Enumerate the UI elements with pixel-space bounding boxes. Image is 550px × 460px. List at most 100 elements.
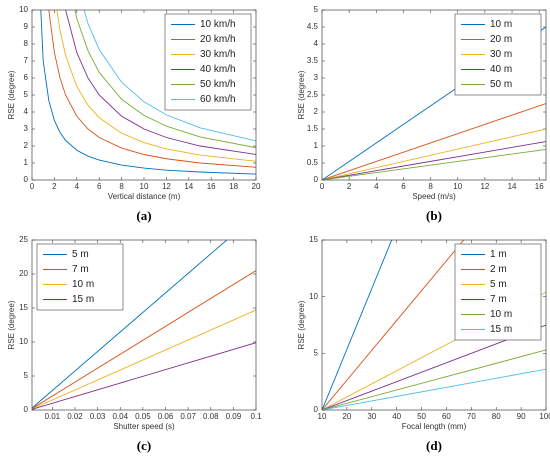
- x-tick-label: 0.08: [203, 412, 219, 421]
- x-axis-label: Speed (m/s): [412, 192, 456, 201]
- caption: (c): [137, 438, 151, 453]
- x-tick-label: 0: [30, 182, 35, 191]
- y-tick-label: 1.5: [307, 124, 319, 133]
- x-tick-label: 10: [318, 412, 327, 421]
- legend-label: 10 km/h: [200, 19, 236, 30]
- panel: 10 20 30 40 50 60 70 80 90 100 0 5 10 15 Focal length …: [297, 235, 550, 453]
- x-axis-label: Focal length (mm): [402, 422, 467, 431]
- series-line: [322, 240, 465, 410]
- axes-box: [321, 9, 547, 181]
- y-tick-label: 3: [24, 124, 29, 133]
- y-tick-label: 0: [24, 175, 29, 184]
- y-tick-label: 0.5: [307, 158, 319, 167]
- x-axis-label: Shutter speed (s): [113, 422, 175, 431]
- x-tick-label: 100: [539, 412, 550, 421]
- y-tick-label: 5: [24, 371, 29, 380]
- x-tick-label: 4: [75, 182, 80, 191]
- x-tick-label: 40: [392, 412, 401, 421]
- caption: (a): [136, 208, 151, 223]
- lines: [40, 10, 256, 175]
- y-tick-label: 7: [24, 56, 29, 65]
- legend-label: 15 m: [490, 324, 512, 335]
- y-tick-label: 5: [314, 348, 319, 357]
- x-tick-label: 0.01: [45, 412, 61, 421]
- series-line: [32, 342, 256, 410]
- y-tick-label: 3: [314, 73, 319, 82]
- y-tick-label: 5: [314, 5, 319, 14]
- y-tick-label: 0: [314, 405, 319, 414]
- legend-label: 5 m: [490, 279, 507, 290]
- y-tick-label: 20: [19, 269, 28, 278]
- series-line: [83, 10, 256, 142]
- x-tick-label: 14: [508, 182, 517, 191]
- x-tick-label: 0.06: [158, 412, 174, 421]
- series-line: [322, 349, 546, 410]
- y-tick-label: 10: [309, 292, 318, 301]
- y-tick-label: 0: [314, 175, 319, 184]
- series-line: [74, 10, 256, 149]
- panel: 0 2 4 6 8 10 12 14 16 0 0.5 1 1.5 2 2.5 3 3.5 4 4.5 5 Speed …: [297, 5, 547, 223]
- y-tick-label: 1: [314, 141, 319, 150]
- x-tick-label: 0.03: [90, 412, 106, 421]
- x-tick-label: 14: [184, 182, 193, 191]
- y-tick-label: 4: [314, 39, 319, 48]
- y-tick-label: 8: [24, 39, 29, 48]
- legend-label: 7 m: [72, 264, 89, 275]
- x-tick-label: 12: [480, 182, 489, 191]
- x-tick-label: 18: [229, 182, 238, 191]
- legend-label: 15 m: [72, 294, 94, 305]
- x-tick-label: 0.02: [67, 412, 83, 421]
- y-axis-label: RSE (degree): [7, 300, 16, 349]
- legend-label: 40 km/h: [200, 64, 236, 75]
- series-line: [322, 148, 546, 180]
- x-axis-label: Vertical distance (m): [108, 192, 181, 201]
- y-tick-label: 6: [24, 73, 29, 82]
- x-tick-label: 6: [97, 182, 102, 191]
- panel: 0.01 0.02 0.03 0.04 0.05 0.06 0.07 0.08 0.09 0.1 0…: [7, 235, 262, 453]
- legend-label: 20 m: [490, 34, 512, 45]
- x-tick-label: 0.09: [226, 412, 242, 421]
- series-line: [322, 141, 546, 180]
- legend: 5 m 7 m 10 m 15 m: [36, 243, 124, 311]
- legend: 10 m 20 m 30 m 40 m 50 m: [454, 13, 542, 96]
- x-tick-label: 80: [492, 412, 501, 421]
- caption: (d): [426, 438, 442, 453]
- caption: (b): [426, 208, 442, 223]
- series-line: [32, 309, 256, 410]
- legend-label: 1 m: [490, 249, 507, 260]
- x-tick-label: 60: [442, 412, 451, 421]
- x-tick-label: 30: [367, 412, 376, 421]
- x-tick-label: 2: [347, 182, 352, 191]
- y-tick-label: 4: [24, 107, 29, 116]
- legend-label: 10 m: [490, 309, 512, 320]
- legend-label: 60 km/h: [200, 94, 236, 105]
- legend-label: 10 m: [490, 19, 512, 30]
- axes-box: [31, 239, 257, 411]
- y-tick-label: 10: [19, 5, 28, 14]
- x-tick-label: 10: [453, 182, 462, 191]
- legend: 10 km/h 20 km/h 30 km/h 40 km/h 50 km/h 60 km…: [164, 13, 252, 111]
- y-tick-label: 15: [309, 235, 318, 244]
- x-tick-label: 4: [374, 182, 379, 191]
- series-line: [322, 128, 546, 180]
- x-tick-label: 0.05: [135, 412, 151, 421]
- x-tick-label: 0: [320, 182, 325, 191]
- x-tick-label: 6: [401, 182, 406, 191]
- axes-box: [31, 9, 257, 181]
- series-line: [32, 270, 256, 409]
- legend-label: 2 m: [490, 264, 507, 275]
- legend-label: 20 km/h: [200, 34, 236, 45]
- y-tick-label: 9: [24, 22, 29, 31]
- legend-label: 30 km/h: [200, 49, 236, 60]
- x-tick-label: 0.04: [112, 412, 128, 421]
- series-line: [40, 10, 256, 175]
- legend: 1 m 2 m 5 m 7 m 10 m 15 m: [454, 243, 542, 341]
- legend-box: [164, 13, 252, 111]
- y-tick-label: 2.5: [307, 90, 319, 99]
- x-tick-label: 90: [517, 412, 526, 421]
- y-tick-label: 2: [314, 107, 319, 116]
- series-line: [322, 240, 393, 410]
- y-tick-label: 10: [19, 337, 28, 346]
- series-line: [48, 10, 256, 168]
- x-tick-label: 12: [162, 182, 171, 191]
